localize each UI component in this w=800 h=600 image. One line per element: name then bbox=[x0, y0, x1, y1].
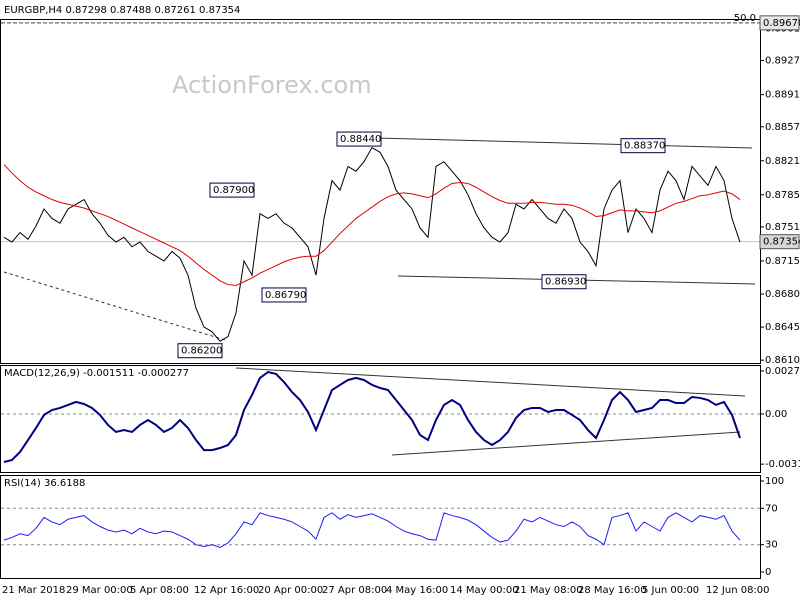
x-tick-label: 21 May 08:00 bbox=[514, 585, 583, 596]
price-annotation-box bbox=[261, 287, 307, 303]
series-line bbox=[3, 512, 741, 548]
x-tick-label: 21 Mar 2018 bbox=[2, 585, 65, 596]
price-annotation-box bbox=[336, 131, 382, 147]
price-annotation: 0.88370 bbox=[624, 141, 665, 152]
series-line bbox=[3, 164, 741, 287]
y-tick-label: 70 bbox=[765, 503, 778, 514]
panel-frames bbox=[0, 19, 761, 579]
price-annotation-box bbox=[177, 343, 223, 359]
price-annotation: 0.86790 bbox=[265, 290, 306, 301]
x-tick-label: 27 Apr 08:00 bbox=[322, 585, 387, 596]
level-name: 50.0 bbox=[734, 13, 756, 24]
rsi-title: RSI(14) 36.6188 bbox=[4, 478, 85, 489]
price-panel-frame bbox=[0, 19, 761, 364]
watermark: ActionForex.com bbox=[172, 71, 372, 99]
macd-lower-line bbox=[391, 431, 741, 456]
y-tick-label: -0.003155 bbox=[765, 459, 800, 470]
chart-title: EURGBP,H4 0.87298 0.87488 0.87261 0.8735… bbox=[4, 5, 240, 16]
macd-upper-line bbox=[235, 367, 746, 397]
series-line bbox=[3, 146, 741, 342]
level-box bbox=[759, 15, 800, 31]
y-tick-label: 0.002706 bbox=[765, 366, 800, 377]
x-tick-label: 5 Apr 08:00 bbox=[130, 585, 189, 596]
macd-title: MACD(12,26,9) -0.001511 -0.000277 bbox=[4, 368, 189, 379]
x-tick-label: 4 May 16:00 bbox=[386, 585, 448, 596]
macd-panel-frame bbox=[0, 365, 761, 473]
current-price-label: 0.87354 bbox=[763, 237, 800, 248]
x-tick-label: 28 May 16:00 bbox=[578, 585, 647, 596]
price-annotation: 0.87900 bbox=[213, 185, 254, 196]
price-annotation: 0.86930 bbox=[545, 277, 586, 288]
price-annotation-box bbox=[209, 182, 255, 198]
current-price-box bbox=[759, 234, 800, 250]
x-tick-label: 20 Apr 00:00 bbox=[258, 585, 323, 596]
x-tick-label: 12 Jun 08:00 bbox=[706, 585, 770, 596]
x-tick-label: 29 Mar 00:00 bbox=[66, 585, 133, 596]
y-tick-label: 0.00 bbox=[765, 409, 787, 420]
y-tick-label: 30 bbox=[765, 540, 778, 551]
resistance-line bbox=[377, 137, 753, 149]
x-tick-label: 12 Apr 16:00 bbox=[194, 585, 259, 596]
price-annotation: 0.88440 bbox=[340, 134, 381, 145]
price-annotation: 0.86200 bbox=[181, 346, 222, 357]
dashed-trend-line bbox=[3, 271, 226, 341]
price-annotation-box bbox=[541, 274, 587, 290]
x-tick-label: 5 Jun 00:00 bbox=[642, 585, 699, 596]
y-tick-label: 0 bbox=[765, 567, 771, 578]
series-line bbox=[3, 370, 741, 463]
price-annotation-box bbox=[620, 138, 666, 154]
rsi-panel-frame bbox=[0, 475, 761, 579]
x-tick-label: 14 May 00:00 bbox=[450, 585, 519, 596]
y-tick-label: 100 bbox=[765, 476, 784, 487]
